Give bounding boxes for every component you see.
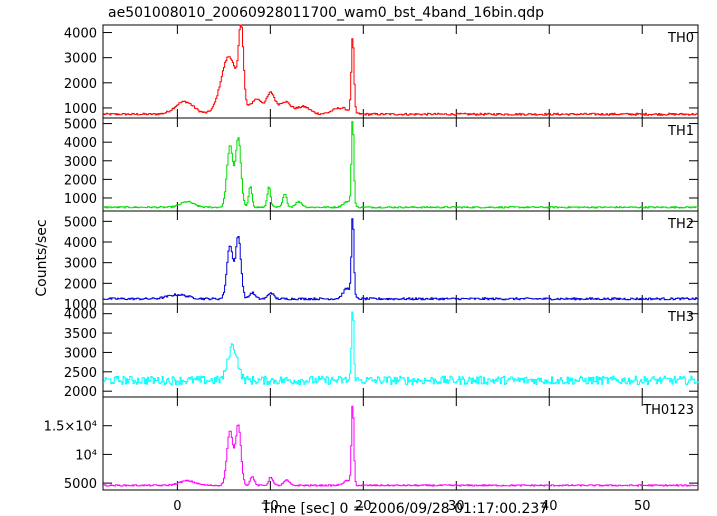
x-tick-label: 50 — [634, 499, 651, 514]
y-tick-label-th3: 2000 — [64, 385, 97, 400]
panel-label-th0: TH0 — [667, 31, 694, 46]
y-tick-label-th1: 4000 — [64, 136, 97, 151]
panel-frame-th0123 — [102, 396, 699, 491]
y-tick-label-th1: 3000 — [64, 155, 97, 170]
chart-title: ae501008010_20060928011700_wam0_bst_4ban… — [108, 5, 544, 21]
x-axis-label: Time [sec] 0 = 2006/09/28 01:17:00.237 — [261, 501, 548, 516]
y-tick-label-th1: 1000 — [64, 192, 97, 207]
x-tick-label: 30 — [448, 499, 465, 514]
panel-label-th3: TH3 — [667, 310, 694, 325]
panel-frame-th1 — [102, 117, 699, 212]
series-line-th2 — [103, 218, 699, 301]
y-tick-label-th3: 3000 — [64, 346, 97, 361]
y-tick-label-th0123: 5000 — [64, 477, 97, 492]
y-tick-label-th0123: 1.5×10⁴ — [44, 420, 97, 435]
y-tick-label-th0: 4000 — [64, 27, 97, 42]
y-tick-label-th1: 5000 — [64, 118, 97, 133]
x-tick-label: 20 — [355, 499, 372, 514]
panels: TH0 1000 2000 3000 4000 TH1 1000 2000 3000 4000 50… — [44, 24, 699, 514]
panel-label-th0123: TH0123 — [642, 403, 694, 418]
y-tick-label-th3: 3500 — [64, 327, 97, 342]
panel-frame-th0 — [102, 24, 699, 119]
y-tick-label-th2: 4000 — [64, 236, 97, 251]
panel-frame-th2 — [102, 210, 699, 305]
y-tick-label-th2: 3000 — [64, 257, 97, 272]
y-tick-label-th0: 1000 — [64, 102, 97, 117]
y-tick-label-th2: 1000 — [64, 298, 97, 313]
series-line-th0 — [103, 24, 699, 116]
x-tick-label: 40 — [541, 499, 558, 514]
series-line-th3 — [103, 311, 699, 386]
y-tick-label-th0: 3000 — [64, 52, 97, 67]
y-tick-label-th3: 4000 — [64, 308, 97, 323]
y-tick-label-th3: 2500 — [64, 366, 97, 381]
y-tick-label-th0123: 10⁴ — [75, 448, 97, 463]
x-tick-label: 0 — [173, 499, 181, 514]
panel-label-th1: TH1 — [667, 124, 694, 139]
x-tick-label: 10 — [262, 499, 279, 514]
y-tick-label-th2: 2000 — [64, 277, 97, 292]
series-line-th1 — [103, 121, 699, 209]
y-axis-label: Counts/sec — [34, 219, 50, 296]
y-tick-label-th2: 5000 — [64, 215, 97, 230]
series-line-th0123 — [103, 405, 699, 487]
y-tick-label-th1: 2000 — [64, 173, 97, 188]
panel-label-th2: TH2 — [667, 217, 694, 232]
y-tick-label-th0: 2000 — [64, 77, 97, 92]
